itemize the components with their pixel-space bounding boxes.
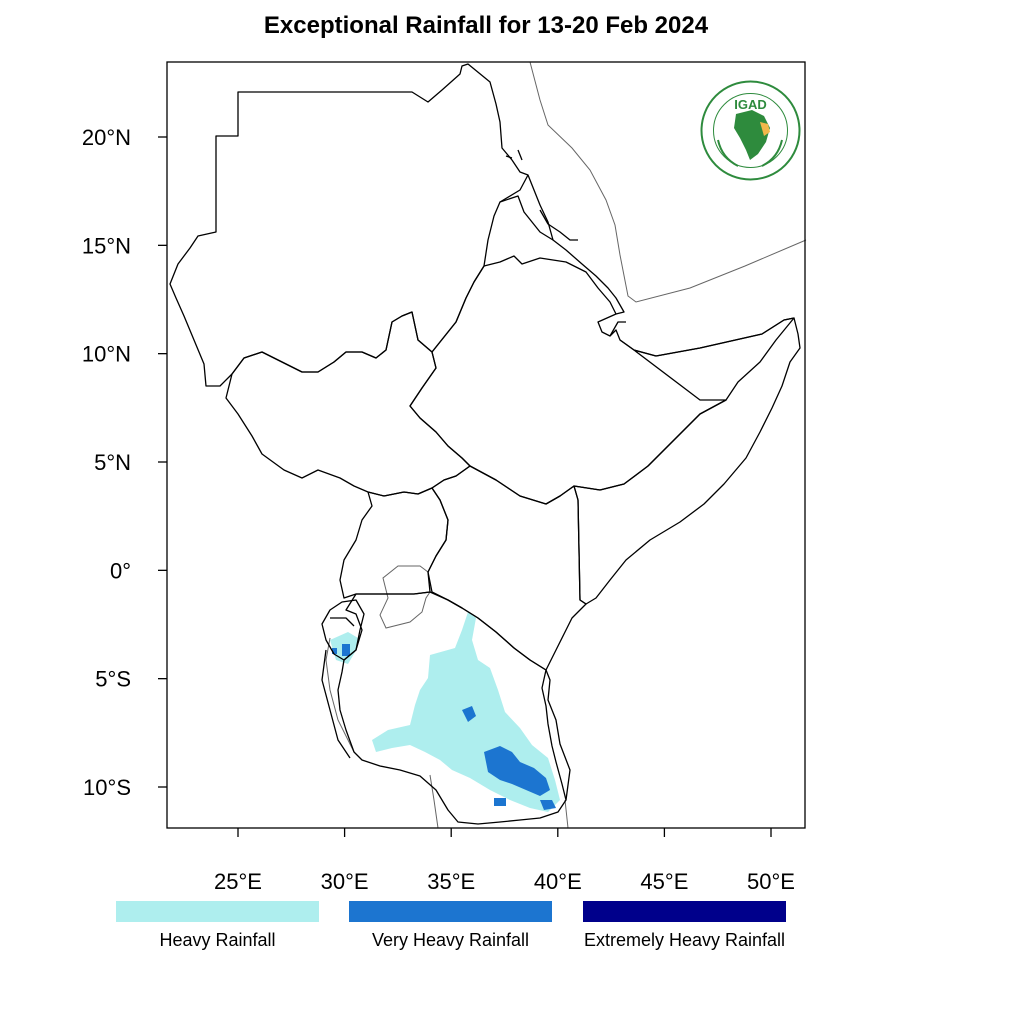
legend-swatch	[116, 901, 319, 922]
lon-tick-label: 45°E	[640, 869, 688, 894]
very-heavy-rainfall-area	[484, 746, 550, 796]
legend-label: Heavy Rainfall	[159, 930, 276, 950]
lon-tick-label: 35°E	[427, 869, 475, 894]
secondary-lines	[325, 61, 807, 829]
longitude-axis: 25°E 30°E 35°E 40°E 45°E 50°E	[214, 828, 795, 894]
lon-tick-label: 40°E	[534, 869, 582, 894]
very-heavy-rainfall-area	[494, 798, 506, 806]
logo-text: IGAD	[734, 97, 767, 112]
lat-tick-label: 15°N	[82, 233, 131, 258]
lat-tick-label: 0°	[110, 558, 131, 583]
rainfall-overlay	[330, 612, 560, 812]
heavy-rainfall-area	[440, 722, 470, 752]
lon-tick-label: 30°E	[321, 869, 369, 894]
lat-tick-label: 5°S	[95, 667, 131, 692]
very-heavy-rainfall-area	[342, 644, 350, 656]
lat-tick-label: 10°S	[83, 775, 131, 800]
lat-tick-label: 20°N	[82, 125, 131, 150]
legend-label: Very Heavy Rainfall	[371, 930, 530, 950]
very-heavy-rainfall-area	[462, 706, 476, 722]
country-borders	[169, 63, 801, 825]
lat-tick-label: 10°N	[82, 342, 131, 367]
igad-logo: IGAD	[700, 80, 801, 181]
plot-frame	[166, 61, 806, 829]
latitude-axis: 20°N 15°N 10°N 5°N 0° 5°S 10°S	[82, 125, 167, 800]
legend-swatch	[583, 901, 786, 922]
lat-tick-label: 5°N	[94, 450, 131, 475]
legend-label: Extremely Heavy Rainfall	[583, 930, 786, 950]
very-heavy-rainfall-area	[540, 800, 556, 810]
map-title: Exceptional Rainfall for 13-20 Feb 2024	[263, 12, 709, 39]
lon-tick-label: 25°E	[214, 869, 262, 894]
lon-tick-label: 50°E	[747, 869, 795, 894]
legend-swatch	[349, 901, 552, 922]
